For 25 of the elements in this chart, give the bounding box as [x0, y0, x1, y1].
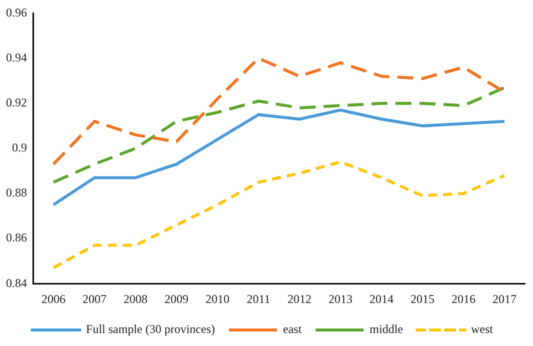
y-tick-label: 0.9 [12, 140, 27, 155]
x-tick-label: 2016 [452, 292, 476, 306]
line-series [52, 86, 506, 184]
y-tick-label: 0.94 [6, 50, 27, 64]
y-tick-label: 0.84 [6, 276, 27, 290]
x-tick-label: 2009 [164, 292, 188, 306]
x-tick-label: 2010 [206, 292, 230, 306]
y-tick-label: 0.88 [6, 186, 27, 200]
x-tick-label: 2014 [370, 292, 394, 306]
x-tick-label: 2017 [492, 292, 516, 306]
legend-label: west [470, 322, 494, 336]
x-tick-label: 2012 [288, 292, 312, 306]
y-tick-label: 0.96 [6, 5, 27, 20]
y-tick-label: 0.92 [6, 95, 27, 110]
legend-label: middle [370, 322, 403, 336]
x-tick-label: 2008 [124, 292, 148, 306]
line-series [52, 160, 506, 270]
y-tick-label: 0.86 [6, 230, 27, 245]
x-tick-label: 2006 [42, 292, 66, 306]
x-tick-label: 2007 [82, 292, 106, 306]
legend-label: east [283, 322, 302, 336]
x-tick-label: 2015 [410, 292, 434, 306]
x-tick-label: 2013 [328, 292, 352, 306]
x-tick-label: 2011 [246, 292, 270, 306]
legend-label: Full sample (30 provinces) [86, 322, 216, 336]
